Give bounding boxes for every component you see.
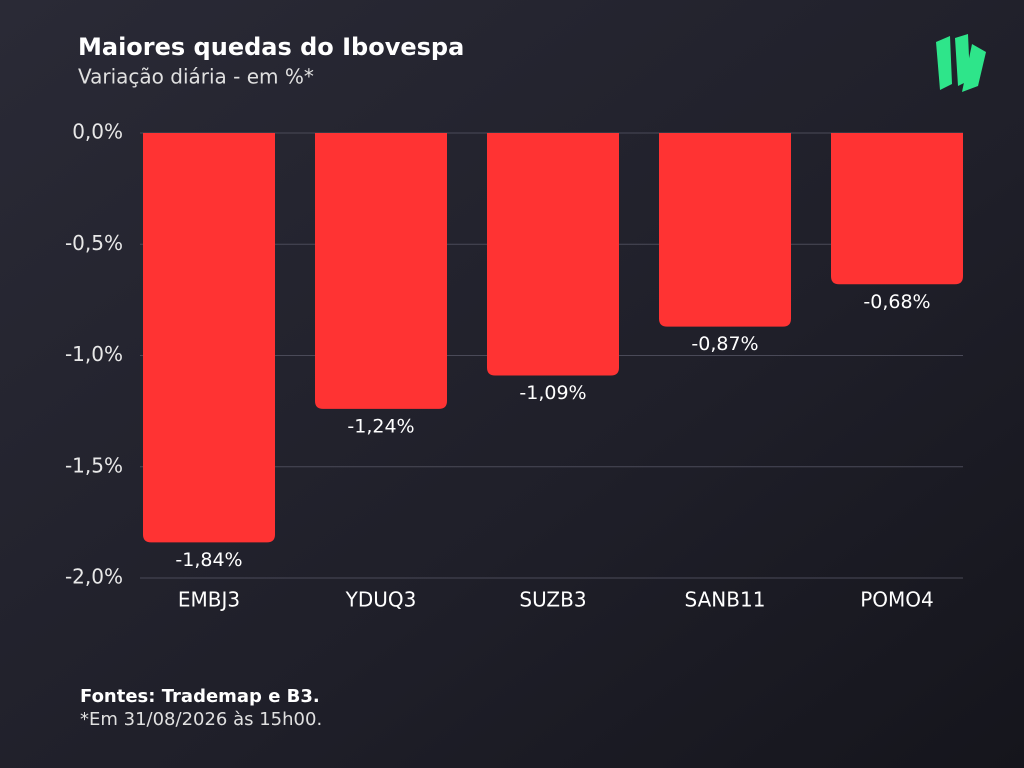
chart-subtitle: Variação diária - em %*	[78, 65, 314, 89]
y-tick-label: -1,5%	[65, 453, 123, 477]
source: Fontes: Trademap e B3.	[80, 686, 320, 707]
x-tick-label: EMBJ3	[178, 588, 240, 612]
bar	[831, 133, 963, 285]
x-tick-label: SANB11	[685, 588, 766, 612]
bar	[315, 133, 447, 409]
note: *Em 31/08/2026 às 15h00.	[80, 709, 322, 730]
x-tick-label: POMO4	[860, 588, 934, 612]
value-label: -0,87%	[691, 333, 758, 355]
y-tick-label: 0,0%	[72, 120, 123, 144]
y-tick-label: -0,5%	[65, 231, 123, 255]
value-label: -1,09%	[519, 382, 586, 404]
value-label: -1,84%	[175, 549, 242, 571]
y-tick-label: -1,0%	[65, 342, 123, 366]
logo	[936, 34, 986, 92]
x-tick-label: SUZB3	[519, 588, 586, 612]
y-tick-label: -2,0%	[65, 565, 123, 589]
bar	[143, 133, 275, 543]
value-label: -0,68%	[863, 291, 930, 313]
bar	[487, 133, 619, 376]
chart-title: Maiores quedas do Ibovespa	[78, 33, 464, 61]
x-tick-label: YDUQ3	[345, 588, 417, 612]
bar	[659, 133, 791, 327]
value-label: -1,24%	[347, 415, 414, 437]
